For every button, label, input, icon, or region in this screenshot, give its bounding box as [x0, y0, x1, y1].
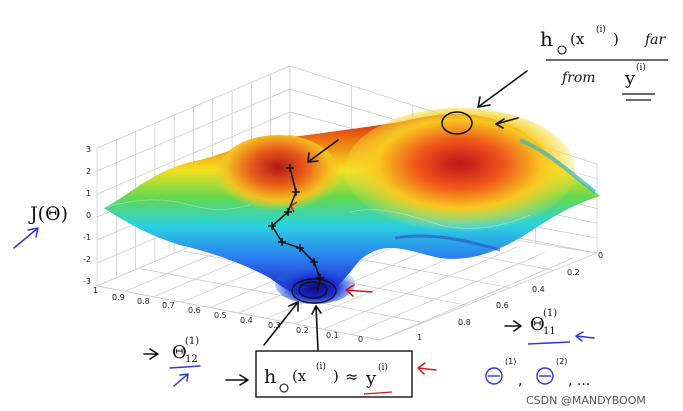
z-tick: -2: [83, 255, 91, 264]
svg-text:y: y: [365, 368, 377, 389]
grid-line: [351, 252, 545, 335]
y-tick: 0.6: [496, 301, 509, 310]
z-tick: 2: [86, 167, 91, 176]
top-note: h (x (i) ) far from y (i): [540, 24, 668, 101]
arrow-top-peak: [495, 117, 519, 129]
svg-text:(1): (1): [185, 336, 199, 347]
x-tick: 0: [358, 335, 363, 344]
x-tick: 0.6: [188, 306, 201, 315]
x-tick: 0.2: [296, 326, 309, 335]
grid-line: [323, 246, 517, 330]
svg-text:(2): (2): [556, 357, 567, 366]
svg-text:(i): (i): [316, 361, 326, 372]
z-tick: 0: [86, 211, 91, 220]
svg-text:11: 11: [543, 326, 556, 337]
x-axis-label: Θ (1) 12: [172, 336, 199, 365]
svg-text:, ...: , ...: [568, 373, 590, 389]
svg-text:h: h: [540, 27, 553, 51]
svg-text:(1): (1): [543, 308, 557, 319]
x-tick: 1: [93, 286, 98, 295]
x-axis-ticks: 1 0.9 0.8 0.7 0.6 0.5 0.4 0.3 0.2 0.1 0: [93, 286, 363, 344]
svg-text:y: y: [624, 68, 636, 89]
svg-text:): ): [613, 30, 619, 48]
red-arrow-box: [417, 362, 437, 375]
circle-peak-max: [441, 111, 473, 135]
svg-text:,: ,: [518, 373, 522, 389]
arrow-left-peak: [307, 139, 339, 163]
svg-text:h: h: [264, 366, 276, 388]
svg-text:far: far: [644, 32, 667, 48]
circle-minimum-inner: [298, 281, 328, 299]
svg-text:12: 12: [185, 354, 198, 365]
grid-line: [96, 285, 381, 341]
circle-minimum-outer: [291, 278, 337, 304]
y-axis-label: Θ (1) 11: [530, 308, 557, 337]
z-tick: -1: [83, 233, 91, 242]
red-arrow-minimum: [345, 284, 373, 297]
theta-list: (1) , (2) , ...: [485, 357, 590, 389]
svg-text:(x: (x: [570, 30, 585, 48]
svg-text:(i): (i): [596, 24, 606, 35]
x-tick: 0.7: [162, 301, 175, 310]
svg-text:(x: (x: [292, 367, 307, 385]
x-tick: 0.9: [112, 293, 125, 302]
x-tick: 0.4: [240, 316, 253, 325]
gradient-descent-path: [268, 164, 324, 291]
svg-text:(i): (i): [378, 362, 388, 373]
x-tick: 0.8: [137, 297, 150, 306]
svg-text:(1): (1): [505, 357, 516, 366]
z-axis-label: J(Θ): [28, 203, 68, 225]
blue-arrow-z: [13, 227, 39, 249]
cost-surface: [103, 108, 600, 304]
y-axis-ticks: 0 0.2 0.4 0.6 0.8 1: [417, 251, 603, 342]
y-tick: 0.2: [567, 268, 580, 277]
arrow-box-to-min-right: [311, 305, 322, 351]
bottom-note-box: h (x (i) ) ≈ y (i): [255, 350, 413, 398]
svg-text:): ): [333, 367, 339, 385]
z-tick: 1: [86, 189, 91, 198]
arrow-box-to-min-left: [263, 301, 299, 346]
y-tick: 0.4: [532, 285, 545, 294]
z-tick: -3: [83, 277, 91, 286]
grid-line: [140, 268, 424, 323]
arrow-top-note: [477, 70, 528, 108]
blue-underline-x: [169, 365, 201, 387]
blue-underline-y: [527, 341, 571, 345]
y-tick: 0: [598, 251, 603, 260]
arrow-box-left: [225, 374, 249, 386]
blue-arrow-y: [575, 331, 595, 342]
svg-text:≈: ≈: [345, 367, 358, 386]
grid-line: [379, 252, 598, 341]
svg-text:Θ: Θ: [530, 314, 545, 335]
x-tick: 0.1: [326, 331, 339, 340]
arrow-x-label: [143, 348, 159, 360]
y-tick: 0.8: [458, 318, 471, 327]
arrow-y-label: [504, 320, 522, 332]
y-tick: 1: [417, 333, 422, 342]
watermark: CSDN @MANDYBOOM: [526, 394, 646, 407]
x-tick: 0.3: [268, 321, 281, 330]
z-axis-ticks: 3 2 1 0 -1 -2 -3: [83, 145, 91, 286]
svg-text:Θ: Θ: [172, 342, 187, 363]
svg-text:(i): (i): [636, 62, 646, 73]
grid-line: [379, 257, 574, 341]
z-tick: 3: [86, 145, 91, 154]
svg-text:from: from: [561, 70, 596, 86]
x-tick: 0.5: [214, 311, 227, 320]
